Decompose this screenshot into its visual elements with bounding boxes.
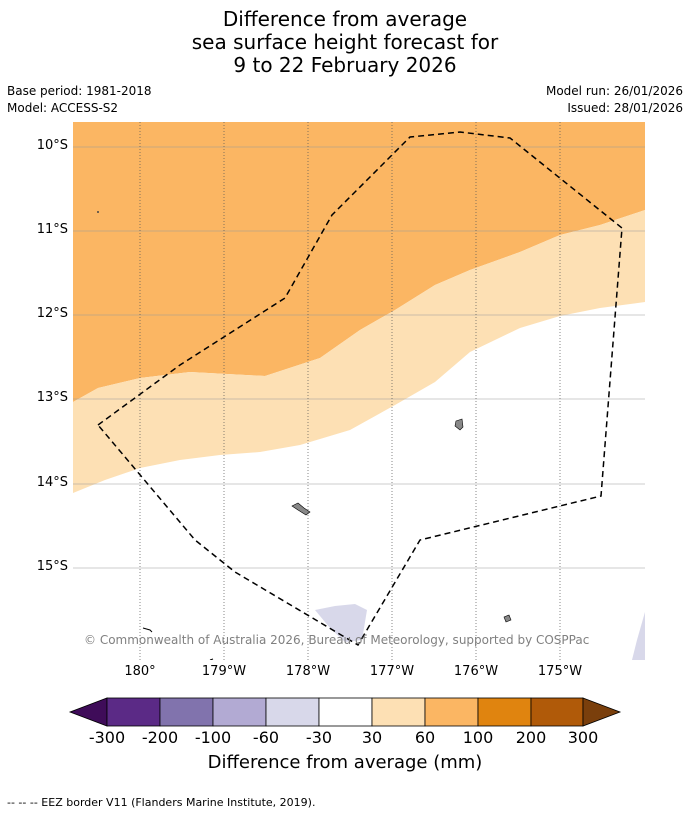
colorbar-segment — [477, 697, 532, 727]
colorbar-extend-high — [582, 697, 622, 727]
title-line-2: sea surface height forecast for — [191, 30, 499, 54]
colorbar-tick: 300 — [567, 728, 599, 747]
colorbar-tick: 100 — [462, 728, 494, 747]
colorbar-tick: 200 — [515, 728, 547, 747]
colorbar-label: Difference from average (mm) — [207, 752, 483, 773]
anomaly-region-60-100 — [73, 122, 645, 402]
colorbar-tick: -30 — [305, 728, 333, 747]
meta-right: Model run: 26/01/2026 Issued: 28/01/2026 — [546, 83, 683, 117]
copyright-notice: © Commonwealth of Australia 2026, Bureau… — [84, 633, 590, 647]
colorbar-tick: -200 — [141, 728, 179, 747]
colorbar — [68, 697, 622, 727]
title-line-1: Difference from average — [222, 7, 468, 31]
lat-label-13s: 13°S — [36, 390, 68, 405]
colorbar-segment — [106, 697, 161, 727]
map-area — [73, 122, 645, 660]
island-c — [503, 614, 512, 623]
model-run: Model run: 26/01/2026 — [545, 84, 683, 98]
model-name: Model: ACCESS-S2 — [7, 101, 119, 115]
colorbar-segment — [212, 697, 267, 727]
colorbar-segment — [530, 697, 584, 727]
colorbar-tick: -60 — [252, 728, 280, 747]
map-title: Difference from average sea surface heig… — [0, 8, 690, 77]
lat-label-10s: 10°S — [36, 138, 68, 153]
island-a — [454, 418, 464, 431]
lat-label-12s: 12°S — [36, 306, 68, 321]
island-f — [209, 658, 214, 660]
lat-gridlines — [73, 146, 645, 569]
lon-label-179w: 179°W — [201, 664, 247, 679]
lon-label-176w: 176°W — [453, 664, 499, 679]
lat-label-14s: 14°S — [36, 475, 68, 490]
issued-date: Issued: 28/01/2026 — [567, 101, 683, 115]
lat-label-15s: 15°S — [36, 559, 68, 574]
colorbar-extend-low — [68, 697, 108, 727]
colorbar-segment — [318, 697, 373, 727]
lon-label-177w: 177°W — [369, 664, 415, 679]
footer-legend: -- -- -- EEZ border V11 (Flanders Marine… — [7, 796, 316, 809]
colorbar-tick: 60 — [414, 728, 436, 747]
colorbar-segment — [265, 697, 320, 727]
island-d — [97, 211, 99, 213]
base-period: Base period: 1981-2018 — [7, 84, 152, 98]
anomaly-region-neg-30-60-a — [315, 604, 367, 642]
title-line-3: 9 to 22 February 2026 — [233, 53, 457, 77]
colorbar-segment — [159, 697, 214, 727]
colorbar-tick: -300 — [88, 728, 126, 747]
colorbar-segment — [424, 697, 479, 727]
anomaly-region-30-60 — [73, 210, 645, 493]
lon-label-175w: 175°W — [537, 664, 583, 679]
lat-label-11s: 11°S — [36, 222, 68, 237]
lon-label-180: 180° — [124, 664, 156, 679]
island-e — [142, 627, 153, 633]
meta-left: Base period: 1981-2018 Model: ACCESS-S2 — [7, 83, 152, 117]
island-b — [291, 502, 311, 516]
colorbar-segment — [371, 697, 426, 727]
colorbar-tick: 30 — [361, 728, 383, 747]
colorbar-tick: -100 — [194, 728, 232, 747]
eez-border — [96, 131, 623, 647]
anomaly-region-neg-30-60-b — [632, 612, 645, 660]
lon-label-178w: 178°W — [285, 664, 331, 679]
